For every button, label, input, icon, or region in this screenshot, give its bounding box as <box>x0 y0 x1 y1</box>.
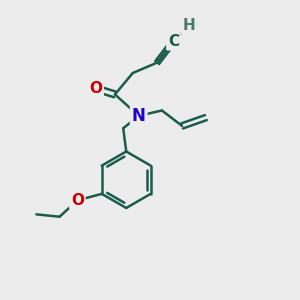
Text: O: O <box>89 81 102 96</box>
Text: C: C <box>168 34 179 49</box>
Text: H: H <box>183 18 195 33</box>
Text: N: N <box>132 107 145 125</box>
Text: O: O <box>71 193 84 208</box>
